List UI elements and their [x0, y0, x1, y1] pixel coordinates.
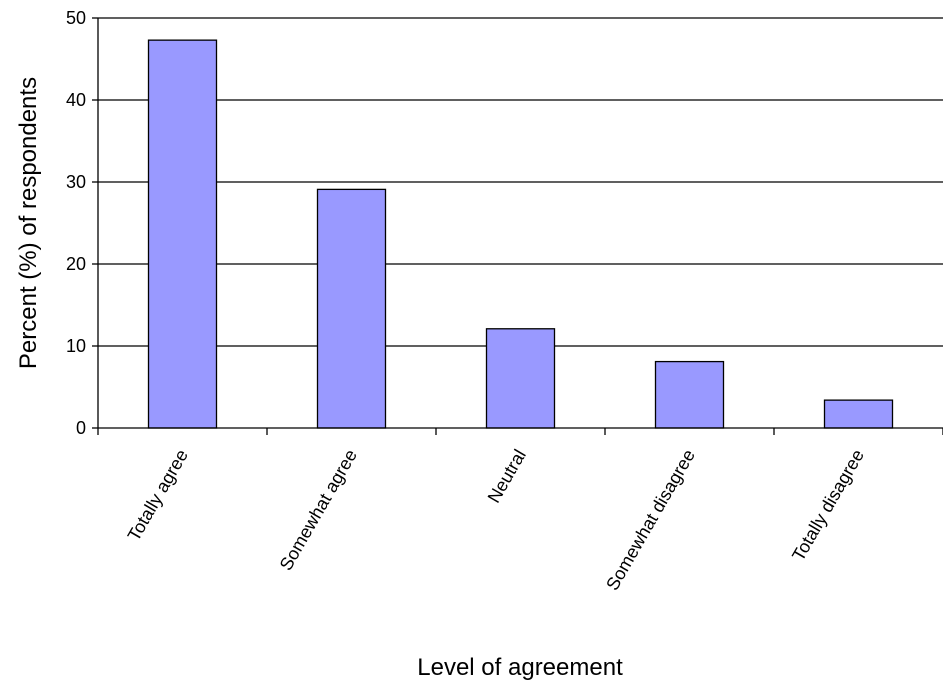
x-category-label: Totally disagree — [788, 446, 868, 564]
x-axis-title: Level of agreement — [417, 654, 623, 681]
bar — [485, 328, 556, 429]
x-category-label: Somewhat disagree — [602, 446, 699, 594]
x-tick-labels: Totally agree Somewhat agree Neutral Somewh… — [124, 446, 868, 594]
y-tick-label: 20 — [66, 254, 86, 274]
x-category-label: Totally agree — [124, 446, 192, 544]
y-tick-label: 0 — [76, 418, 86, 438]
bar — [147, 39, 218, 429]
gridlines — [98, 17, 943, 347]
y-tick-label: 40 — [66, 90, 86, 110]
y-tick-label: 10 — [66, 336, 86, 356]
y-tick-label: 50 — [66, 8, 86, 28]
y-tick-label: 30 — [66, 172, 86, 192]
y-axis-title: Percent (%) of respondents — [15, 77, 42, 369]
y-tick-labels: 0 10 20 30 40 50 — [66, 8, 86, 438]
bar — [823, 399, 894, 429]
bar — [654, 360, 725, 429]
x-category-label: Somewhat agree — [276, 446, 361, 574]
bars — [147, 39, 894, 429]
bar — [316, 188, 387, 429]
axes — [92, 17, 943, 435]
x-category-label: Neutral — [484, 446, 530, 506]
